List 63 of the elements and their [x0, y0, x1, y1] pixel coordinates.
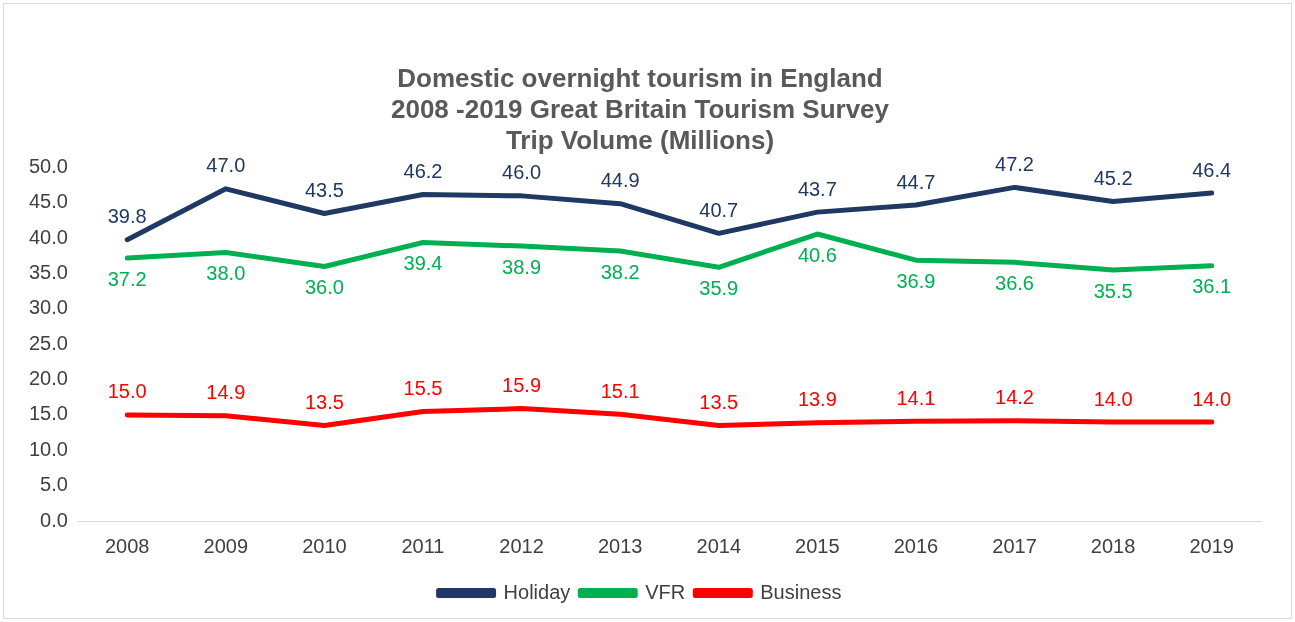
data-label: 40.6 — [797, 243, 837, 266]
data-label: 36.9 — [896, 269, 936, 292]
y-tick-label: 45.0 — [28, 190, 68, 213]
data-label: 47.0 — [206, 154, 246, 177]
y-tick-label: 20.0 — [28, 367, 68, 390]
data-label: 14.9 — [206, 381, 246, 404]
x-tick-label: 2012 — [499, 534, 544, 557]
x-tick-label: 2016 — [893, 534, 939, 557]
data-label: 38.2 — [600, 260, 640, 283]
data-label: 40.7 — [699, 198, 739, 221]
x-tick-label: 2014 — [696, 534, 742, 557]
data-label: 47.2 — [995, 152, 1034, 175]
data-label: 44.9 — [600, 169, 640, 192]
data-label: 13.5 — [699, 391, 739, 414]
data-label: 14.0 — [1093, 387, 1133, 410]
legend-label: VFR — [645, 580, 686, 603]
data-label: 46.2 — [403, 159, 443, 182]
data-label: 13.9 — [797, 388, 837, 411]
y-tick-label: 10.0 — [28, 437, 68, 460]
data-label: 43.5 — [304, 179, 344, 202]
data-label: 15.1 — [600, 379, 640, 402]
y-tick-label: 5.0 — [40, 473, 68, 496]
x-tick-label: 2010 — [302, 534, 347, 557]
legend-label: Holiday — [503, 580, 571, 603]
x-tick-label: 2013 — [597, 534, 643, 557]
x-tick-label: 2011 — [401, 534, 445, 557]
data-label: 46.4 — [1192, 158, 1232, 181]
data-label: 38.9 — [502, 255, 542, 278]
y-tick-label: 50.0 — [28, 155, 68, 178]
y-tick-label: 0.0 — [40, 508, 68, 531]
data-label: 35.9 — [699, 276, 739, 299]
x-tick-label: 2017 — [992, 534, 1037, 557]
y-tick-label: 35.0 — [28, 261, 68, 284]
data-label: 14.1 — [896, 386, 936, 409]
data-label: 15.5 — [403, 376, 443, 399]
chart-title: Domestic overnight tourism in England 2008 -2019 Great Britain Tourism Survey Trip Volume (Millions) — [390, 62, 890, 156]
data-label: 13.5 — [304, 391, 344, 414]
x-tick-label: 2009 — [203, 534, 249, 557]
data-label: 14.0 — [1192, 387, 1232, 410]
data-label: 36.1 — [1192, 275, 1232, 298]
data-label: 44.7 — [896, 170, 936, 193]
data-label: 36.6 — [995, 271, 1034, 294]
x-tick-label: 2018 — [1090, 534, 1136, 557]
data-label: 37.2 — [107, 267, 147, 290]
data-label: 38.0 — [206, 261, 246, 284]
data-label: 36.0 — [304, 276, 344, 299]
data-label: 35.5 — [1093, 279, 1133, 302]
x-tick-label: 2015 — [795, 534, 840, 557]
x-tick-label: 2008 — [104, 534, 150, 557]
data-label: 15.9 — [502, 374, 542, 397]
data-label: 39.4 — [403, 252, 443, 275]
y-tick-label: 25.0 — [28, 331, 68, 354]
legend-label: Business — [760, 580, 842, 603]
data-label: 15.0 — [107, 380, 147, 403]
data-label: 14.2 — [995, 386, 1034, 409]
data-label: 45.2 — [1093, 167, 1133, 190]
y-tick-label: 30.0 — [28, 296, 68, 319]
x-tick-label: 2019 — [1189, 534, 1234, 557]
data-label: 39.8 — [107, 205, 147, 228]
y-tick-label: 40.0 — [28, 225, 68, 248]
data-label: 46.0 — [502, 161, 542, 184]
y-tick-label: 15.0 — [28, 402, 68, 425]
data-label: 43.7 — [797, 177, 837, 200]
